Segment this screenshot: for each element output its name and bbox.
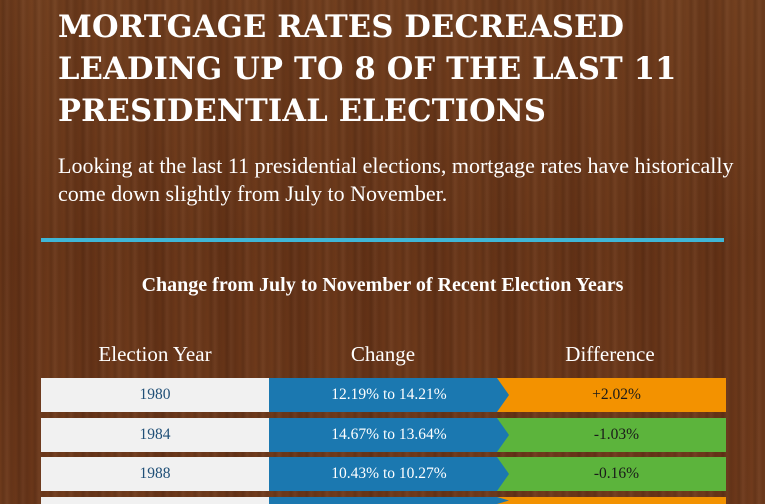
table-row: 1988 10.43% to 10.27% -0.16%: [41, 457, 726, 491]
difference-cell: [497, 497, 726, 504]
table-row: 1984 14.67% to 13.64% -1.03%: [41, 418, 726, 452]
page-title: MORTGAGE RATES DECREASED LEADING UP TO 8…: [58, 9, 677, 129]
table-row-partial: [41, 497, 726, 504]
column-header-change: Change: [350, 342, 416, 366]
change-cell: 14.67% to 13.64%: [269, 418, 509, 452]
column-header-election-year: Election Year: [98, 342, 212, 366]
difference-cell: -1.03%: [497, 418, 726, 452]
column-header-difference: Difference: [565, 342, 655, 366]
difference-cell: -0.16%: [497, 457, 726, 491]
change-cell: 10.43% to 10.27%: [269, 457, 509, 491]
year-cell: 1984: [41, 418, 269, 452]
change-cell: 12.19% to 14.21%: [269, 378, 509, 412]
year-cell: 1988: [41, 457, 269, 491]
section-divider: [41, 238, 724, 242]
year-cell: [41, 497, 269, 504]
table-row: 1980 12.19% to 14.21% +2.02%: [41, 378, 726, 412]
table-title: Change from July to November of Recent E…: [141, 274, 624, 296]
change-cell: [269, 497, 509, 504]
difference-cell: +2.02%: [497, 378, 726, 412]
page-subtitle: Looking at the last 11 presidential elec…: [58, 153, 734, 206]
year-cell: 1980: [41, 378, 269, 412]
